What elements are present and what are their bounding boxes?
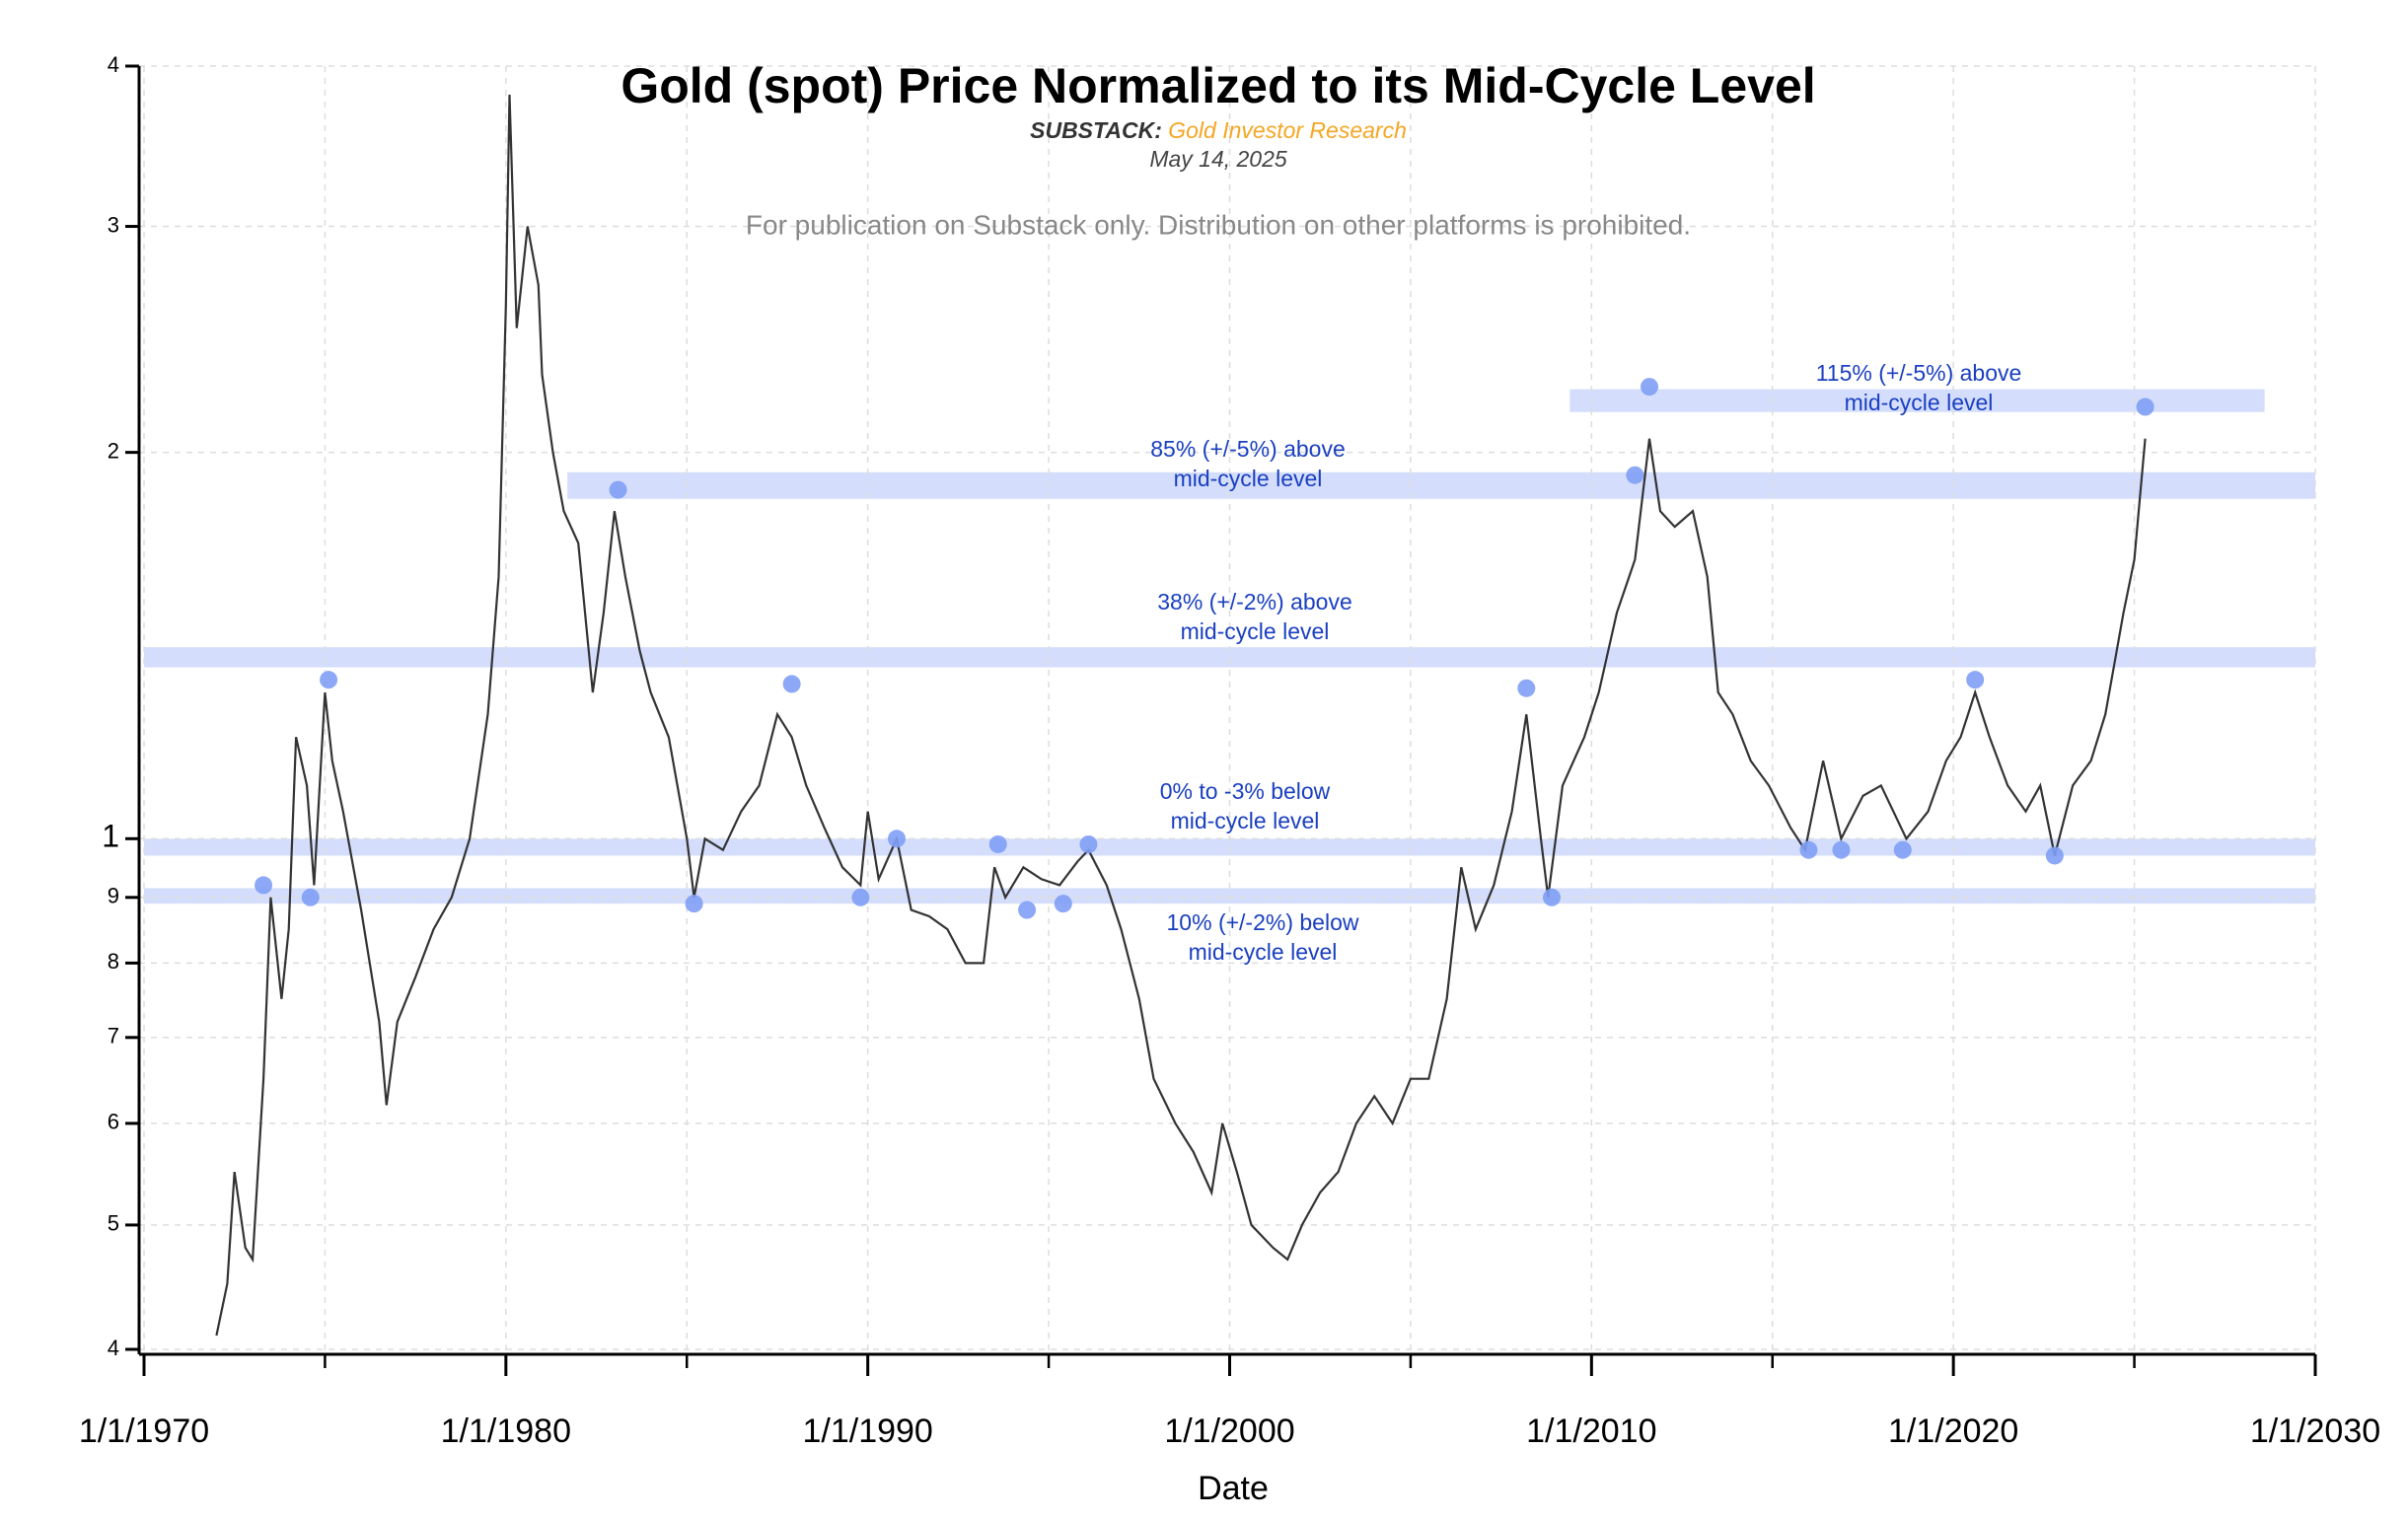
notice: For publication on Substack only. Distri… [746, 209, 1691, 240]
y-tick-label: 4 [108, 52, 119, 77]
marker-dot [782, 675, 801, 693]
band [567, 471, 2315, 499]
marker-dot [320, 671, 338, 689]
marker-dot [988, 834, 1007, 853]
y-tick-label: 5 [108, 1211, 119, 1236]
marker-dot [1799, 840, 1818, 859]
subtitle-source: Gold Investor Research [1168, 117, 1407, 143]
x-tick-label: 1/1/1970 [79, 1412, 209, 1450]
band-annotation: mid-cycle level [1171, 808, 1320, 833]
date: May 14, 2025 [1149, 146, 1287, 172]
subtitle: SUBSTACK: Gold Investor Research [1030, 117, 1407, 143]
marker-dot [851, 888, 870, 906]
marker-dot [2136, 398, 2154, 416]
subtitle-lead: SUBSTACK: [1030, 117, 1162, 143]
marker-dot [685, 895, 703, 913]
x-tick-label: 1/1/2020 [1888, 1412, 2018, 1450]
band-annotation: 0% to -3% below [1160, 778, 1331, 804]
y-tick-label: 3 [108, 212, 119, 237]
band-annotation: mid-cycle level [1181, 618, 1330, 644]
y-tick-label: 9 [108, 884, 119, 908]
band [1569, 389, 2265, 412]
y-tick-label: 4 [108, 1336, 119, 1360]
x-tick-label: 1/1/2000 [1164, 1412, 1294, 1450]
band-annotation: 38% (+/-2%) above [1157, 589, 1352, 615]
price-line [215, 94, 2147, 1337]
chart-title: Gold (spot) Price Normalized to its Mid-… [620, 58, 1815, 113]
marker-dot [1641, 378, 1659, 397]
marker-dot [1054, 895, 1072, 913]
marker-dot [1832, 840, 1851, 859]
y-tick-label: 2 [108, 438, 119, 463]
x-tick-label: 1/1/2010 [1526, 1412, 1656, 1450]
marker-dot [1079, 834, 1098, 853]
marker-dot [301, 888, 320, 906]
marker-dot [1626, 466, 1644, 484]
x-tick-label: 1/1/1990 [802, 1412, 932, 1450]
marker-dot [1542, 888, 1561, 906]
band-annotation: 10% (+/-2%) below [1167, 909, 1359, 935]
band-annotation: 115% (+/-5%) above [1816, 360, 2022, 386]
y-tick-label: 1 [102, 819, 119, 854]
marker-dot [255, 876, 273, 895]
band-annotation: mid-cycle level [1174, 466, 1323, 491]
marker-dot [1517, 679, 1536, 697]
x-axis-label: Date [1198, 1470, 1269, 1507]
y-tick-label: 6 [108, 1110, 119, 1134]
marker-dot [1966, 671, 1985, 689]
band-annotation: 85% (+/-5%) above [1150, 436, 1346, 462]
x-tick-label: 1/1/2030 [2250, 1412, 2380, 1450]
band-annotation: mid-cycle level [1845, 390, 1994, 415]
y-tick-label: 8 [108, 949, 119, 974]
marker-dot [2045, 846, 2064, 865]
marker-dot [1018, 901, 1037, 919]
y-tick-label: 7 [108, 1024, 119, 1049]
x-tick-label: 1/1/1980 [441, 1412, 571, 1450]
band-annotation: mid-cycle level [1189, 939, 1338, 965]
marker-dot [609, 480, 627, 499]
marker-dot [888, 830, 907, 848]
marker-dot [1893, 840, 1912, 859]
